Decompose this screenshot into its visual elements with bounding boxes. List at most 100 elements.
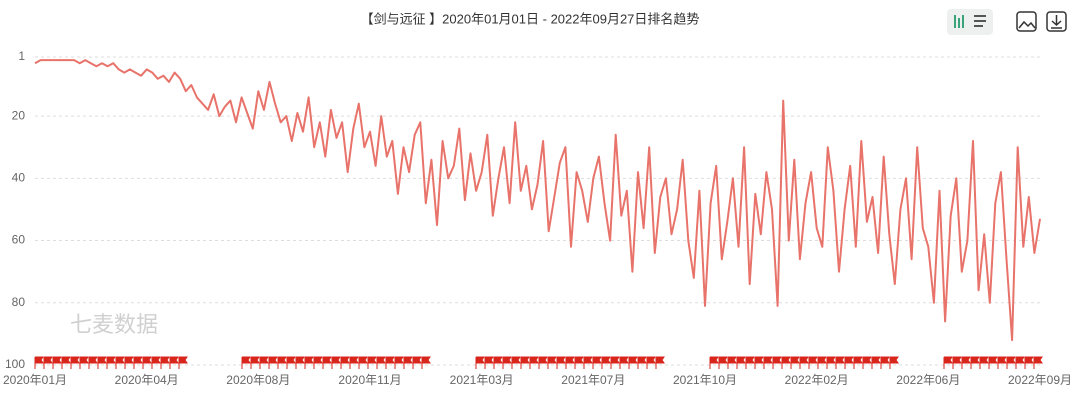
event-flag	[169, 356, 179, 369]
event-flag	[511, 356, 521, 369]
event-flag	[862, 356, 872, 369]
event-flag	[952, 356, 962, 369]
event-flag	[142, 356, 152, 369]
event-flag	[376, 356, 386, 369]
bar-icon	[954, 15, 964, 28]
event-flag	[808, 356, 818, 369]
event-flag	[421, 356, 431, 369]
event-flag	[997, 356, 1007, 369]
event-flag	[943, 356, 953, 369]
event-flag	[178, 356, 188, 369]
event-flag	[385, 356, 395, 369]
x-tick-label: 2020年08月	[226, 373, 290, 387]
event-flag	[151, 356, 161, 369]
event-flag	[304, 356, 314, 369]
event-flag	[1033, 356, 1043, 369]
event-flag	[79, 356, 89, 369]
event-flag	[259, 356, 269, 369]
event-flag	[475, 356, 485, 369]
event-flag	[358, 356, 368, 369]
event-flag	[1024, 356, 1034, 369]
event-flag	[601, 356, 611, 369]
y-tick-label: 40	[12, 171, 26, 185]
event-flag	[331, 356, 341, 369]
event-flag	[619, 356, 629, 369]
event-flag	[565, 356, 575, 369]
event-flag	[520, 356, 530, 369]
event-flag	[268, 356, 278, 369]
event-flag	[646, 356, 656, 369]
event-flag	[556, 356, 566, 369]
event-flag	[889, 356, 899, 369]
event-flag	[628, 356, 638, 369]
y-tick-label: 1	[18, 49, 25, 63]
event-flag	[250, 356, 260, 369]
y-tick-label: 100	[5, 357, 25, 371]
event-flag	[763, 356, 773, 369]
event-flag	[1015, 356, 1025, 369]
event-flag	[97, 356, 107, 369]
event-flag	[880, 356, 890, 369]
event-flag	[826, 356, 836, 369]
event-flag	[340, 356, 350, 369]
x-tick-label: 2020年04月	[115, 373, 179, 387]
event-flag	[124, 356, 134, 369]
event-flag	[655, 356, 665, 369]
event-flag	[799, 356, 809, 369]
event-flag	[160, 356, 170, 369]
event-flag	[133, 356, 143, 369]
x-tick-label: 2022年02月	[785, 373, 849, 387]
event-flag	[871, 356, 881, 369]
event-flag	[547, 356, 557, 369]
event-flag	[394, 356, 404, 369]
event-flag	[610, 356, 620, 369]
download-icon-detail	[1051, 15, 1062, 29]
event-flag	[1006, 356, 1016, 369]
event-flag	[970, 356, 980, 369]
series-line	[34, 59, 1041, 342]
x-tick-label: 2021年03月	[450, 373, 514, 387]
y-tick-label: 20	[12, 108, 26, 122]
event-flag	[106, 356, 116, 369]
event-flag	[70, 356, 80, 369]
event-flag	[43, 356, 53, 369]
event-flag	[817, 356, 827, 369]
event-flag	[979, 356, 989, 369]
event-flag	[322, 356, 332, 369]
event-flag	[853, 356, 863, 369]
x-tick-label: 2021年10月	[673, 373, 737, 387]
chart-title: 【剑与远征 】2020年01月01日 - 2022年09月27日排名趋势	[361, 11, 700, 26]
event-flag	[754, 356, 764, 369]
event-flag	[52, 356, 62, 369]
view-toggle[interactable]	[947, 9, 993, 35]
event-flag	[709, 356, 719, 369]
download-icon[interactable]	[1046, 11, 1067, 32]
toolbar[interactable]	[947, 9, 1067, 35]
x-tick-label: 2022年06月	[896, 373, 960, 387]
event-flag	[403, 356, 413, 369]
image-icon-detail	[1018, 20, 1036, 29]
event-flag	[313, 356, 323, 369]
event-flag	[349, 356, 359, 369]
event-flag	[781, 356, 791, 369]
event-flag	[790, 356, 800, 369]
event-flag	[277, 356, 287, 369]
watermark: 七麦数据	[70, 312, 158, 337]
event-flag	[574, 356, 584, 369]
event-flag	[529, 356, 539, 369]
event-flag	[484, 356, 494, 369]
x-tick-label: 2020年01月	[3, 373, 67, 387]
event-flag	[502, 356, 512, 369]
event-flag	[736, 356, 746, 369]
event-flag	[718, 356, 728, 369]
event-flag	[295, 356, 305, 369]
image-icon[interactable]	[1016, 11, 1037, 32]
event-flag	[61, 356, 71, 369]
event-flag	[844, 356, 854, 369]
event-flag	[592, 356, 602, 369]
y-tick-label: 80	[12, 295, 26, 309]
event-flag	[412, 356, 422, 369]
x-tick-label: 2020年11月	[338, 373, 401, 387]
event-flag	[727, 356, 737, 369]
event-flag	[241, 356, 251, 369]
